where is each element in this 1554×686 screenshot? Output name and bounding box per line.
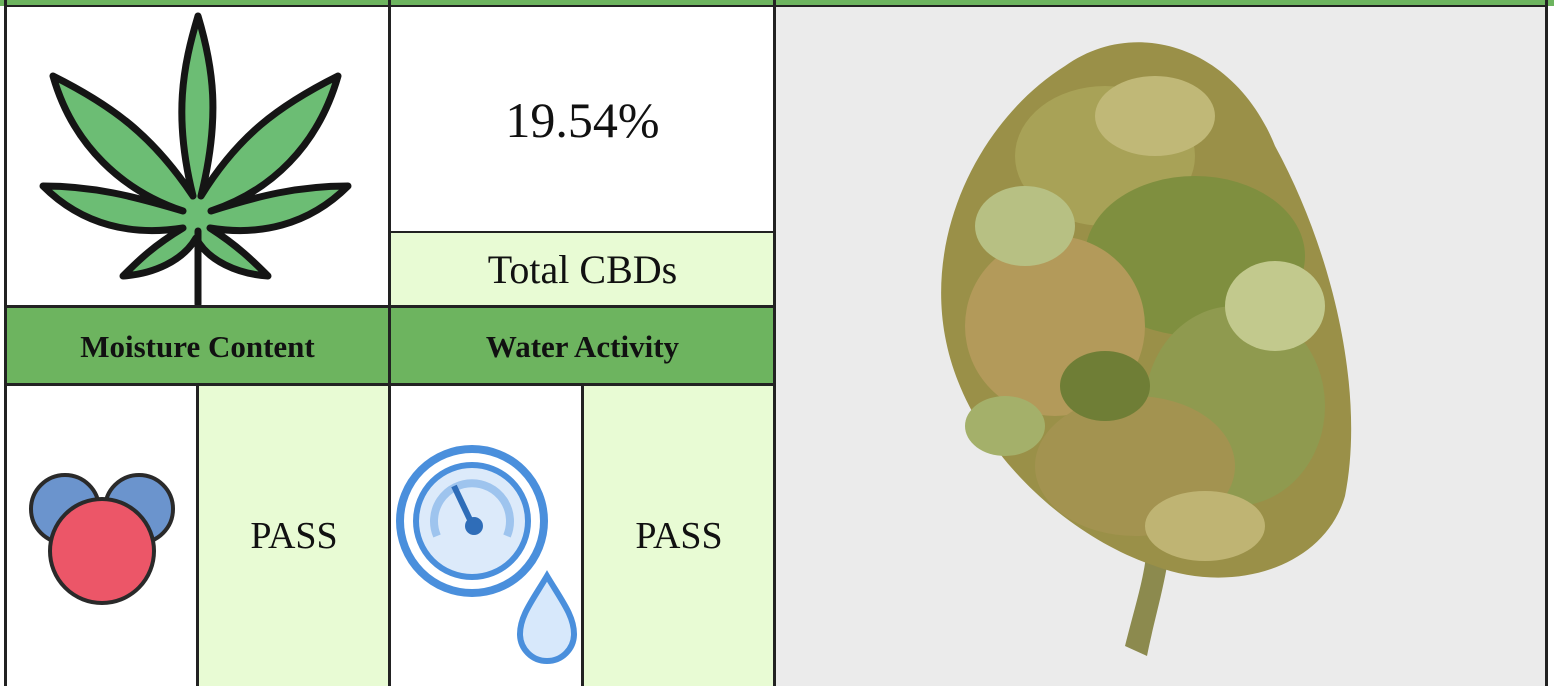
icon-cell xyxy=(390,385,583,686)
page: 19.54% Total CBDs Moisture Content Water… xyxy=(0,0,1554,686)
label-cell: Total CBDs xyxy=(390,233,775,306)
test-name: Moisture Content xyxy=(80,329,314,365)
header-cell: Water Activity xyxy=(390,308,775,385)
test-name: Water Activity xyxy=(486,329,679,365)
total-label: Total CBDs xyxy=(488,246,677,293)
border xyxy=(4,0,7,686)
border xyxy=(196,385,199,686)
photo xyxy=(775,6,1545,686)
result-cell: PASS xyxy=(198,385,390,686)
leaf-icon xyxy=(33,6,363,306)
gauge-icon xyxy=(392,406,582,666)
header-cell: Moisture Content xyxy=(5,308,390,385)
border xyxy=(4,5,1548,7)
border xyxy=(4,383,775,386)
value-cell: 19.54% xyxy=(390,6,775,233)
border xyxy=(581,385,584,686)
leaf-cell xyxy=(5,6,390,306)
border xyxy=(1545,0,1548,686)
result-cell: PASS xyxy=(583,385,775,686)
border xyxy=(390,231,775,233)
icon-cell xyxy=(5,385,198,686)
bud-image xyxy=(775,6,1545,686)
border xyxy=(388,0,391,686)
result: PASS xyxy=(250,514,337,558)
total-value: 19.54% xyxy=(505,91,659,149)
molecule-icon xyxy=(17,461,187,611)
border xyxy=(773,0,776,686)
result: PASS xyxy=(635,514,722,558)
border xyxy=(4,305,775,308)
